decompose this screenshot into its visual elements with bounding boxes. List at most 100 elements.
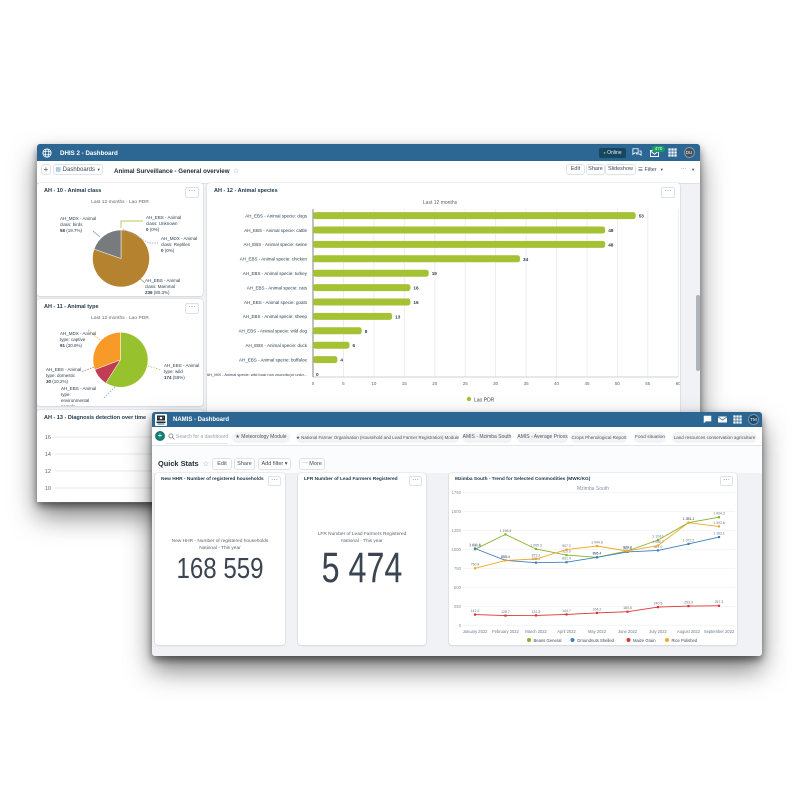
svg-text:1 351.1: 1 351.1 xyxy=(683,517,695,521)
svg-text:1750: 1750 xyxy=(451,490,461,495)
svg-text:Last 12 months: Last 12 months xyxy=(423,200,458,206)
svg-text:1250: 1250 xyxy=(451,528,461,533)
svg-text:12: 12 xyxy=(45,469,51,475)
svg-text:35: 35 xyxy=(524,381,530,386)
svg-text:1 124.1: 1 124.1 xyxy=(652,534,664,538)
svg-text:257.3: 257.3 xyxy=(715,600,724,604)
svg-text:1500: 1500 xyxy=(451,509,461,514)
svg-text:253.3: 253.3 xyxy=(684,601,693,605)
svg-text:AH_EBS - Animal specie: duck: AH_EBS - Animal specie: duck xyxy=(245,343,307,348)
svg-text:979.2: 979.2 xyxy=(623,545,632,549)
svg-text:16: 16 xyxy=(413,300,419,305)
svg-text:Mzimba South: Mzimba South xyxy=(577,486,609,492)
svg-text:AH_EBS - Animal specie: cattle: AH_EBS - Animal specie: cattle xyxy=(244,228,307,233)
svg-text:53: 53 xyxy=(639,214,645,219)
svg-text:1 196.9: 1 196.9 xyxy=(500,529,512,533)
svg-text:AH_EBS - Animal specie: chicke: AH_EBS - Animal specie: chicken xyxy=(240,257,308,262)
svg-text:0: 0 xyxy=(459,623,462,628)
svg-text:1 044.6: 1 044.6 xyxy=(591,540,603,544)
svg-text:855.4: 855.4 xyxy=(501,555,510,559)
svg-text:AH_MIX - Animal specie: wild b: AH_MIX - Animal specie: wild boar non zo… xyxy=(207,372,307,377)
svg-text:1000: 1000 xyxy=(451,547,461,552)
svg-text:14: 14 xyxy=(45,452,51,458)
svg-text:1 001.6: 1 001.6 xyxy=(469,544,481,548)
svg-text:AH_EBS - Animal specie: sheep: AH_EBS - Animal specie: sheep xyxy=(243,314,308,319)
svg-text:48: 48 xyxy=(608,228,614,233)
svg-text:967.0: 967.0 xyxy=(623,546,632,550)
svg-text:5: 5 xyxy=(342,381,345,386)
svg-text:Groundnuts Shelled: Groundnuts Shelled xyxy=(577,638,615,643)
svg-text:Beans General: Beans General xyxy=(534,638,562,643)
svg-text:50: 50 xyxy=(615,381,621,386)
svg-text:855.4: 855.4 xyxy=(501,555,510,559)
svg-text:September 2022: September 2022 xyxy=(704,629,735,634)
svg-text:20: 20 xyxy=(432,381,438,386)
svg-text:February 2022: February 2022 xyxy=(492,629,519,634)
svg-text:500: 500 xyxy=(454,585,462,590)
svg-text:4: 4 xyxy=(340,358,343,363)
svg-text:979.2: 979.2 xyxy=(623,545,632,549)
svg-text:AH_EBS - Animal specie: wild d: AH_EBS - Animal specie: wild dog xyxy=(238,329,307,334)
svg-text:164.2: 164.2 xyxy=(593,607,602,611)
svg-text:6: 6 xyxy=(353,343,356,348)
svg-text:19: 19 xyxy=(432,271,438,276)
svg-text:45: 45 xyxy=(584,381,590,386)
svg-text:10: 10 xyxy=(45,486,51,492)
svg-text:34: 34 xyxy=(523,257,529,262)
svg-text:0: 0 xyxy=(312,381,315,386)
svg-text:10: 10 xyxy=(371,381,377,386)
svg-text:1 011.6: 1 011.6 xyxy=(469,543,480,547)
svg-text:142.3: 142.3 xyxy=(471,609,480,613)
svg-text:AH_EBS - Animal specie: turkey: AH_EBS - Animal specie: turkey xyxy=(243,271,308,276)
svg-text:40: 40 xyxy=(554,381,560,386)
svg-text:0: 0 xyxy=(316,372,319,377)
svg-text:144.7: 144.7 xyxy=(562,609,571,613)
svg-text:987.0: 987.0 xyxy=(654,545,663,549)
svg-text:925.0: 925.0 xyxy=(562,550,571,554)
svg-text:15: 15 xyxy=(402,381,408,386)
svg-text:180.8: 180.8 xyxy=(623,606,632,610)
svg-text:1 050.7: 1 050.7 xyxy=(652,540,664,544)
svg-text:1 005.3: 1 005.3 xyxy=(530,543,542,547)
svg-text:128.7: 128.7 xyxy=(501,610,510,614)
svg-text:13: 13 xyxy=(395,314,401,319)
svg-text:March 2022: March 2022 xyxy=(525,629,547,634)
svg-text:August 2022: August 2022 xyxy=(677,629,701,634)
svg-text:48: 48 xyxy=(608,242,614,247)
svg-text:30: 30 xyxy=(493,381,499,386)
svg-text:831.4: 831.4 xyxy=(562,557,571,561)
svg-text:Rice Polished: Rice Polished xyxy=(672,638,698,643)
svg-text:25: 25 xyxy=(463,381,469,386)
svg-text:131.5: 131.5 xyxy=(532,610,541,614)
svg-text:AH_EBS - Animal specie: buffal: AH_EBS - Animal specie: buffaloe xyxy=(239,357,307,362)
svg-text:55: 55 xyxy=(645,381,651,386)
svg-text:1 162.1: 1 162.1 xyxy=(713,532,725,536)
svg-text:1 424.3: 1 424.3 xyxy=(713,512,725,516)
svg-text:895.4: 895.4 xyxy=(593,552,602,556)
svg-text:873.2: 873.2 xyxy=(532,553,541,557)
svg-text:1 302.6: 1 302.6 xyxy=(713,521,725,525)
svg-text:895.4: 895.4 xyxy=(593,552,602,556)
svg-text:April 2022: April 2022 xyxy=(557,629,576,634)
svg-text:AH_EBS - Animal specie: dogs: AH_EBS - Animal specie: dogs xyxy=(245,213,308,218)
svg-text:750: 750 xyxy=(454,566,462,571)
svg-text:AH_EBS - Animal specie: cats: AH_EBS - Animal specie: cats xyxy=(247,285,308,290)
svg-text:997.2: 997.2 xyxy=(562,544,571,548)
svg-text:240.5: 240.5 xyxy=(654,602,663,606)
svg-text:60: 60 xyxy=(676,381,680,386)
svg-text:16: 16 xyxy=(413,286,419,291)
svg-text:8: 8 xyxy=(365,329,368,334)
svg-text:16: 16 xyxy=(45,435,51,441)
svg-text:750.8: 750.8 xyxy=(471,563,480,567)
svg-text:July 2022: July 2022 xyxy=(649,629,667,634)
svg-text:Maize Grain: Maize Grain xyxy=(633,638,656,643)
svg-text:1 351.1: 1 351.1 xyxy=(683,517,695,521)
svg-text:Lao PDR: Lao PDR xyxy=(474,397,495,403)
svg-text:January 2022: January 2022 xyxy=(463,629,489,634)
svg-text:May 2022: May 2022 xyxy=(588,629,607,634)
svg-text:AH_EBS - Animal specie: swine: AH_EBS - Animal specie: swine xyxy=(243,242,307,247)
svg-text:AH_EBS - Animal specie: goats: AH_EBS - Animal specie: goats xyxy=(244,300,308,305)
svg-text:250: 250 xyxy=(454,604,462,609)
svg-text:June 2022: June 2022 xyxy=(618,629,638,634)
svg-text:1 072.2: 1 072.2 xyxy=(683,538,695,542)
